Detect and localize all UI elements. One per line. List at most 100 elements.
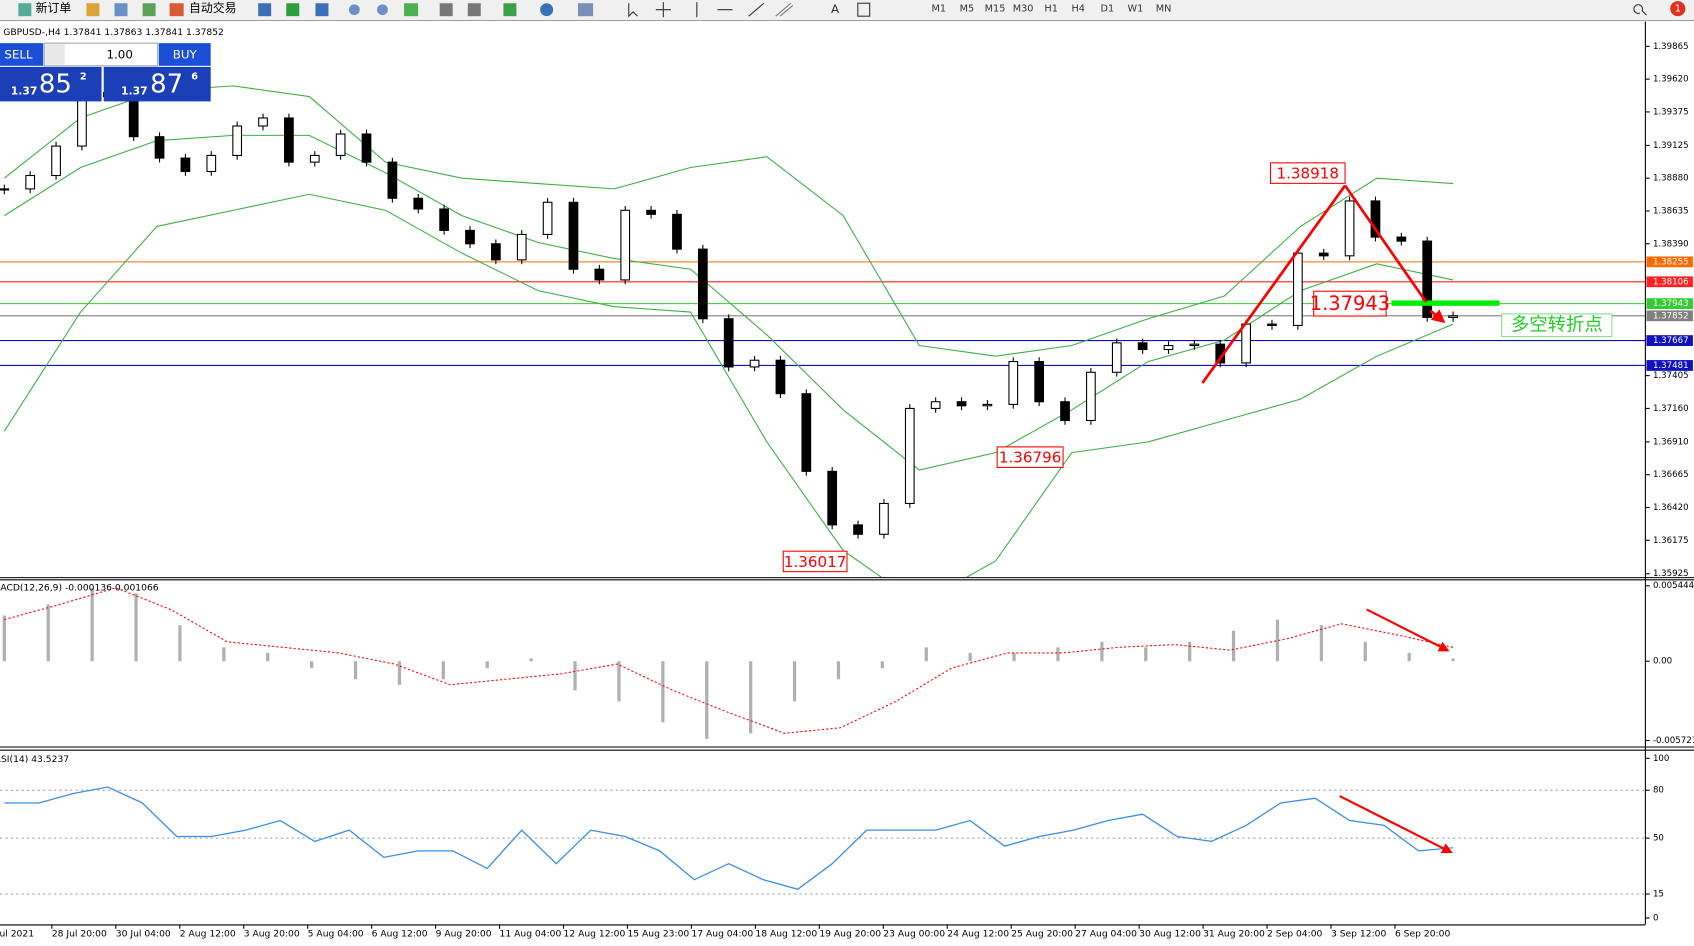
icon[interactable] <box>404 3 419 17</box>
macd-bar <box>1231 630 1236 662</box>
x-tick-label: 6 Aug 12:00 <box>372 929 428 940</box>
macd-bar <box>353 661 358 680</box>
y-tick-label: 1.35925 <box>1653 569 1689 579</box>
y-tick-label: 15 <box>1653 890 1664 900</box>
zoom-in[interactable] <box>348 4 360 16</box>
new-order[interactable]: 新订单 <box>36 1 72 15</box>
icon[interactable] <box>540 3 554 17</box>
price-level-label: 1.37481 <box>1653 361 1689 371</box>
price-level-tag <box>1646 256 1693 268</box>
macd-bar <box>485 661 489 669</box>
timeframe-button[interactable]: MN <box>1156 4 1172 15</box>
candle <box>154 136 165 159</box>
x-tick-label: 12 Aug 12:00 <box>564 929 626 940</box>
x-tick-label: 27 Aug 04:00 <box>1075 929 1137 940</box>
candle <box>128 95 139 138</box>
macd-bar <box>661 661 665 723</box>
crosshair-tool[interactable] <box>655 2 671 18</box>
icon[interactable] <box>114 3 128 17</box>
candle <box>0 188 10 191</box>
buy-price[interactable] <box>103 66 211 102</box>
timeframe-button[interactable]: D1 <box>1101 4 1115 15</box>
icon[interactable] <box>142 3 156 17</box>
timeframe-button[interactable]: H4 <box>1071 4 1084 15</box>
rsi-arrow[interactable] <box>1339 795 1453 854</box>
rsi-line <box>4 786 1454 890</box>
pivot-bar[interactable] <box>1391 300 1500 306</box>
candle <box>749 359 760 368</box>
search[interactable] <box>1633 4 1647 16</box>
macd-bar <box>46 604 50 662</box>
rsi-header: RSI(14) 43.5237 <box>0 754 69 765</box>
macd-bar <box>880 661 884 669</box>
candle <box>542 201 553 235</box>
candle <box>982 403 993 407</box>
buy-big: 1.37 <box>121 85 148 98</box>
y-tick-label: 0.00 <box>1653 657 1672 667</box>
x-tick-label: 30 Jul 04:00 <box>116 929 171 940</box>
macd-bar <box>1319 625 1323 662</box>
macd-bar <box>2 615 6 662</box>
macd-arrow[interactable] <box>1366 608 1450 652</box>
candle <box>180 157 191 173</box>
bollinger-band <box>4 134 1454 471</box>
y-tick-label: 1.38635 <box>1653 206 1689 216</box>
buy-frac: 6 <box>191 72 198 83</box>
candle <box>1086 371 1096 422</box>
x-tick-label: 3 Sep 12:00 <box>1331 929 1387 940</box>
timeframe-button[interactable]: M30 <box>1013 4 1034 15</box>
buy-button[interactable] <box>158 43 211 66</box>
y-tick-label: 1.37160 <box>1653 404 1689 414</box>
price-label-box <box>782 550 848 573</box>
timeframe-button[interactable]: H1 <box>1044 4 1057 15</box>
candle <box>1267 323 1277 326</box>
timeframe-button[interactable]: M15 <box>985 4 1006 15</box>
candle <box>1396 236 1407 242</box>
icon[interactable] <box>86 3 100 17</box>
x-tick-label: Jul 2021 <box>0 929 34 940</box>
icon[interactable] <box>577 3 594 17</box>
cursor-tool[interactable] <box>628 3 638 18</box>
icon[interactable] <box>467 3 481 17</box>
zoom-out[interactable] <box>377 4 388 16</box>
icon[interactable] <box>439 3 453 17</box>
lot-input[interactable] <box>43 42 159 67</box>
candle <box>387 161 398 199</box>
timeframe-button[interactable]: W1 <box>1128 4 1144 15</box>
icon[interactable] <box>503 3 517 17</box>
sell-price[interactable] <box>0 66 102 102</box>
icon[interactable] <box>258 3 272 17</box>
y-tick-label: 1.38880 <box>1653 174 1689 184</box>
icon[interactable] <box>286 3 300 17</box>
text-tool[interactable]: A <box>831 2 840 16</box>
candle <box>51 145 61 177</box>
timeframe-button[interactable]: M1 <box>932 4 947 15</box>
new-order-icon[interactable] <box>18 3 32 17</box>
sell-button[interactable] <box>0 43 44 66</box>
icon[interactable] <box>315 3 329 17</box>
channel-tool[interactable] <box>775 2 794 17</box>
price-label: 1.36017 <box>784 553 847 571</box>
trend-arrow-up[interactable] <box>1201 184 1347 384</box>
symbol-header: GBPUSD-,H4 1.37841 1.37863 1.37841 1.378… <box>3 27 224 38</box>
notification-badge[interactable] <box>1670 1 1686 17</box>
note-box[interactable] <box>1501 313 1613 338</box>
trend-arrow-down[interactable] <box>1343 184 1428 303</box>
lot-spinner[interactable] <box>45 44 65 65</box>
bollinger-band <box>3 85 1454 357</box>
candle <box>930 401 941 409</box>
macd-bar <box>1012 652 1016 662</box>
macd-bar <box>90 587 94 662</box>
label-tool[interactable] <box>857 2 871 17</box>
candle <box>853 524 863 535</box>
draw-tools[interactable] <box>696 2 765 18</box>
x-tick-label: 19 Aug 20:00 <box>819 929 881 940</box>
price-label: 1.37943 <box>1310 292 1390 315</box>
trend-arrow-head[interactable] <box>1429 309 1446 324</box>
auto-trading[interactable]: 自动交易 <box>189 1 236 15</box>
macd-bar <box>617 661 621 702</box>
timeframe-button[interactable]: M5 <box>960 4 975 15</box>
auto-trading-icon[interactable] <box>169 3 184 17</box>
sell-big: 1.37 <box>11 85 38 98</box>
